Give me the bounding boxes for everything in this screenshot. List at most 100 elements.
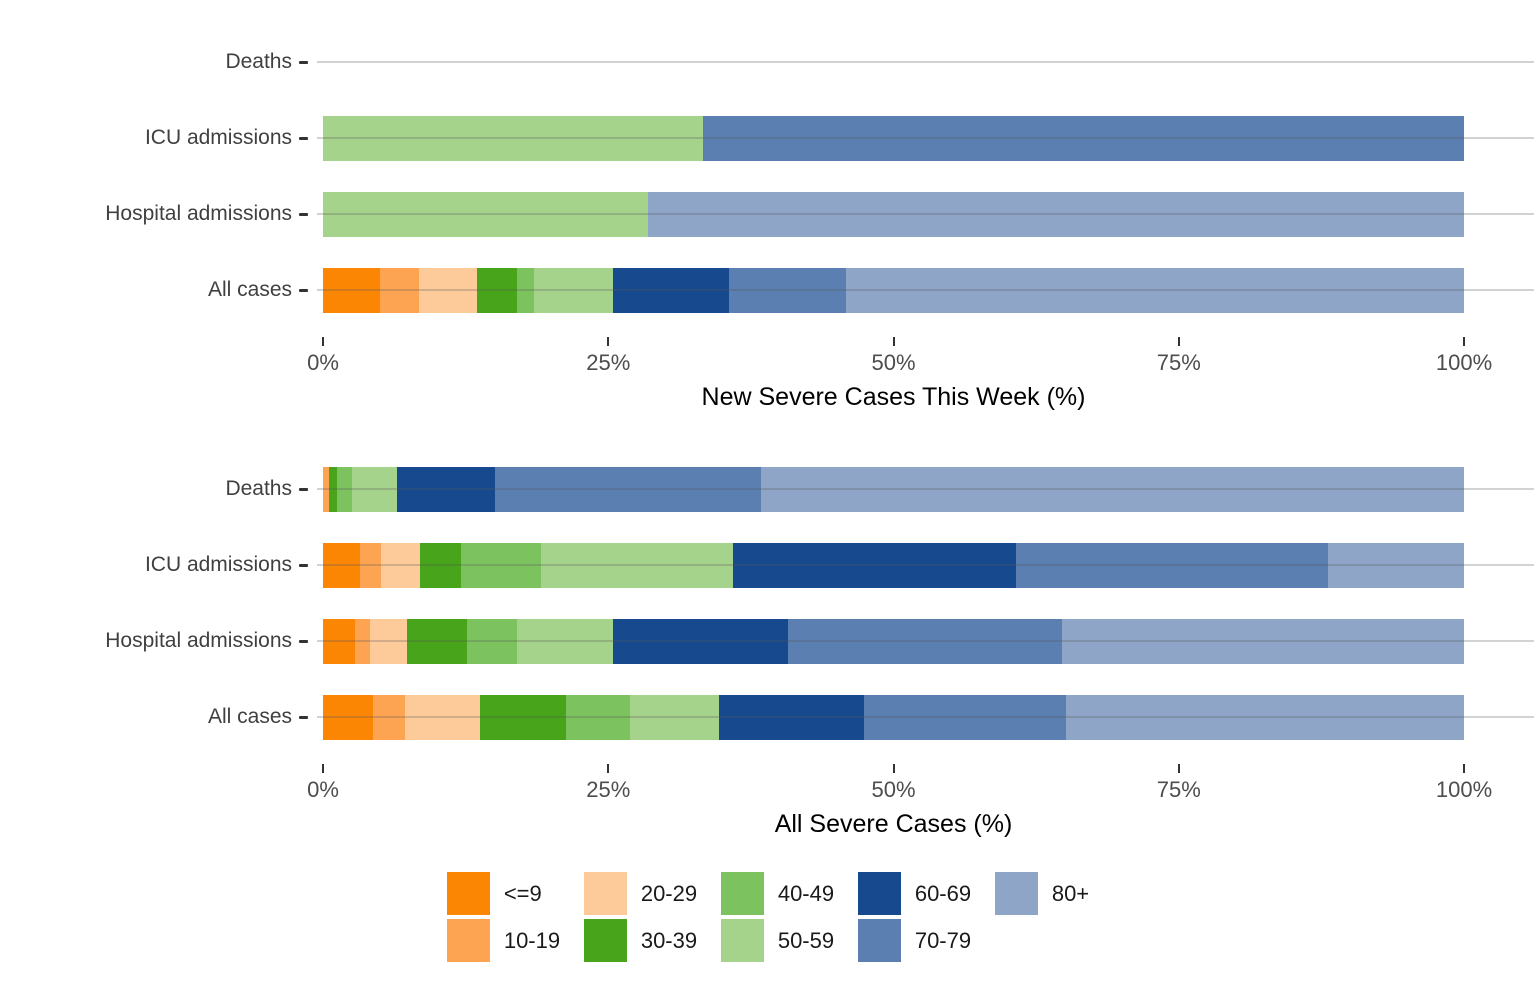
bar-segment-60-69 <box>397 466 496 512</box>
x-axis-tick <box>1177 337 1180 346</box>
category-label: All cases <box>207 705 292 728</box>
bar-segment-70-79 <box>863 694 1066 740</box>
bar-segment-60-69 <box>718 694 864 740</box>
x-tick-label: 0% <box>307 350 339 375</box>
legend-swatch-80+ <box>994 872 1038 915</box>
bar-segment-30-39 <box>419 542 462 588</box>
bar-segment-40-49 <box>336 466 352 512</box>
bar-segment-10-19 <box>373 694 406 740</box>
bar-segment-50-59 <box>516 618 613 664</box>
bar-segment-80+ <box>1062 618 1464 664</box>
x-axis-tick <box>1463 764 1465 773</box>
legend-label: 30-39 <box>640 927 698 953</box>
bar-segment-30-39 <box>480 694 566 740</box>
legend-item-30-39: 30-39 <box>583 919 721 962</box>
chart-row: ICU admissions <box>0 527 1536 603</box>
bar-segment-70-79 <box>495 466 762 512</box>
x-axis-tick <box>607 337 610 346</box>
y-axis-tick <box>299 563 308 567</box>
legend-swatch-30-39 <box>583 919 627 962</box>
x-tick-label: 100% <box>1435 350 1493 375</box>
x-axis-tick <box>892 764 895 773</box>
x-tick-label: 75% <box>1156 777 1201 802</box>
age-distribution-figure: Deaths ICU admissions Hospital admissions A… <box>0 24 1536 984</box>
legend-item-40-49: 40-49 <box>720 872 858 915</box>
legend-label: 20-29 <box>640 880 698 906</box>
bars-area: Deaths ICU admissions Hospital admissions A… <box>0 24 1536 328</box>
category-label: All cases <box>207 278 292 301</box>
bar-segment-80+ <box>648 191 1464 237</box>
legend-label: 40-49 <box>777 880 835 906</box>
y-axis-tick <box>299 715 308 719</box>
chart-row: Deaths <box>0 24 1536 100</box>
category-label: Deaths <box>225 477 292 500</box>
legend-item-20-29: 20-29 <box>583 872 721 915</box>
legend-item-10-19: 10-19 <box>446 919 584 962</box>
legend-column: <=9 10-19 <box>446 872 584 962</box>
chart-row: ICU admissions <box>0 100 1536 176</box>
y-axis-tick <box>299 639 308 643</box>
chart-all-severe-cases: Deaths ICU admissions Hospital admissions A… <box>0 451 1536 838</box>
bar-segment-60-69 <box>612 618 789 664</box>
bar-track <box>317 40 1534 85</box>
bars-area: Deaths ICU admissions Hospital admissions A… <box>0 451 1536 755</box>
y-axis-tick <box>299 60 308 64</box>
x-axis-tick <box>892 337 895 346</box>
chart-row: Hospital admissions <box>0 176 1536 252</box>
x-tick-label: 25% <box>586 777 631 802</box>
x-axis-tick <box>1177 764 1180 773</box>
category-label: Hospital admissions <box>105 629 292 652</box>
bar-segment-70-79 <box>729 267 846 313</box>
category-label: ICU admissions <box>144 553 292 576</box>
bar-segment-70-79 <box>1015 542 1329 588</box>
legend-swatch-70-79 <box>857 919 901 962</box>
x-tick-label: 75% <box>1156 350 1201 375</box>
bar-segment-30-39 <box>407 618 467 664</box>
bar-segment-50-59 <box>323 191 649 237</box>
bar-track <box>317 466 1534 512</box>
bar-segment-80+ <box>1328 542 1464 588</box>
bar-segment-10-19 <box>323 466 329 512</box>
bar-segment-60-69 <box>612 267 730 313</box>
legend-label: <=9 <box>503 880 542 906</box>
bar-segment-10-19 <box>359 542 382 588</box>
legend-column: 40-49 50-59 <box>720 872 858 962</box>
bar-segment-20-29 <box>381 542 420 588</box>
legend-item-80+: 80+ <box>994 872 1090 915</box>
bar-segment-20-29 <box>418 267 478 313</box>
bar-segment-<=9 <box>323 618 355 664</box>
legend-swatch-10-19 <box>446 919 490 962</box>
y-axis-tick <box>299 136 308 140</box>
bar-segment-80+ <box>845 267 1464 313</box>
bar-segment-30-39 <box>328 466 337 512</box>
bar-segment-50-59 <box>540 542 733 588</box>
bar-segment-<=9 <box>323 267 381 313</box>
legend-swatch-40-49 <box>720 872 764 915</box>
x-axis-tick <box>1463 337 1465 346</box>
legend-label: 60-69 <box>914 880 972 906</box>
bar-segment-70-79 <box>788 618 1063 664</box>
x-axis-title: New Severe Cases This Week (%) <box>701 383 1086 411</box>
bar-track <box>317 542 1534 588</box>
y-axis-tick <box>299 487 308 491</box>
x-tick-label: 50% <box>871 777 916 802</box>
x-axis-tick <box>607 764 610 773</box>
bar-segment-50-59 <box>351 466 398 512</box>
bar-segment-70-79 <box>702 115 1464 161</box>
x-axis-tick <box>322 337 324 346</box>
legend-swatch-60-69 <box>857 872 901 915</box>
bar-track <box>317 618 1534 664</box>
legend-label: 80+ <box>1051 880 1090 906</box>
bar-segment-20-29 <box>369 618 408 664</box>
bar-segment-<=9 <box>323 694 374 740</box>
x-tick-label: 0% <box>307 777 339 802</box>
x-axis: 0% 25% 50% 75% 100% <box>307 337 1492 381</box>
legend-column: 80+ <box>994 872 1090 915</box>
bar-segment-10-19 <box>380 267 419 313</box>
legend-swatch-50-59 <box>720 919 764 962</box>
bar-track <box>317 115 1534 161</box>
bar-segment-30-39 <box>477 267 517 313</box>
bar-track <box>317 694 1534 740</box>
legend-swatch-<=9 <box>446 872 490 915</box>
legend-label: 50-59 <box>777 927 835 953</box>
